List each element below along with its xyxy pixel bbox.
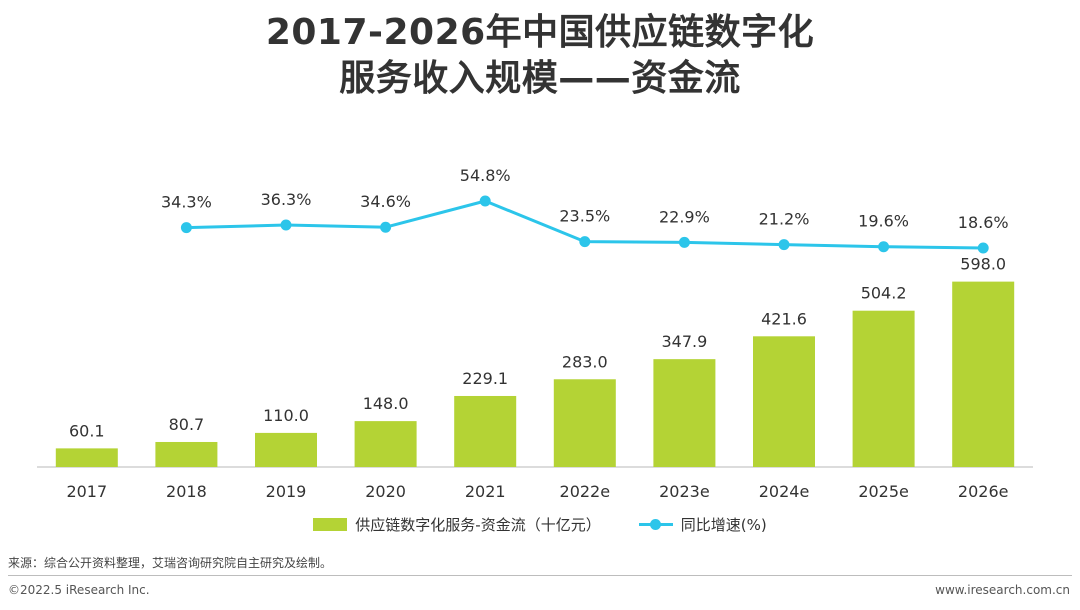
bar-2021 <box>454 395 517 467</box>
x-tick-label-2018: 2018 <box>166 482 207 501</box>
chart-title: 2017-2026年中国供应链数字化 服务收入规模——资金流 <box>0 10 1080 102</box>
bar-2024e <box>753 336 815 467</box>
growth-point-2022e <box>579 236 591 248</box>
growth-label-2022e: 23.5% <box>559 207 610 226</box>
bar-value-label-2021: 229.1 <box>462 369 508 388</box>
legend-line-swatch <box>638 518 673 531</box>
copyright-text: ©2022.5 iResearch Inc. <box>8 583 150 597</box>
x-tick-label-2022e: 2022e <box>560 482 611 501</box>
bar-value-label-2020: 148.0 <box>363 394 409 413</box>
chart-legend: 供应链数字化服务-资金流（十亿元） 同比增速(%) <box>0 514 1080 535</box>
x-tick-label-2019: 2019 <box>266 482 307 501</box>
bar-value-label-2018: 80.7 <box>169 415 205 434</box>
x-tick-label-2025e: 2025e <box>858 482 909 501</box>
bar-2017 <box>55 448 118 467</box>
source-note: 来源：综合公开资料整理，艾瑞咨询研究院自主研究及绘制。 <box>8 556 333 570</box>
legend-bar-swatch <box>313 518 348 531</box>
website-link[interactable]: www.iresearch.com.cn <box>935 583 1070 597</box>
bar-2019 <box>255 432 317 467</box>
growth-label-2019: 36.3% <box>261 190 312 209</box>
x-tick-label-2026e: 2026e <box>958 482 1009 501</box>
revenue-growth-chart: 60.1 2017 80.7 2018 110.0 2019 148.0 2020 229.1 2… <box>37 166 1033 501</box>
growth-label-2026e: 18.6% <box>958 213 1009 232</box>
growth-point-2021 <box>479 195 491 207</box>
bar-value-label-2019: 110.0 <box>263 406 309 425</box>
legend-item-growth: 同比增速(%) <box>638 514 767 535</box>
bar-value-label-2024e: 421.6 <box>761 309 807 328</box>
growth-point-2020 <box>380 221 392 233</box>
bar-2023e <box>653 359 716 467</box>
x-tick-label-2021: 2021 <box>465 482 506 501</box>
footer-divider <box>8 575 1072 576</box>
growth-label-2024e: 21.2% <box>759 210 810 229</box>
x-tick-label-2023e: 2023e <box>659 482 710 501</box>
growth-point-2023e <box>678 236 690 248</box>
bar-2022e <box>553 379 616 467</box>
x-tick-label-2024e: 2024e <box>759 482 810 501</box>
bar-value-label-2025e: 504.2 <box>861 284 907 303</box>
bar-2018 <box>155 441 218 467</box>
bar-2025e <box>852 310 915 467</box>
x-tick-label-2020: 2020 <box>365 482 406 501</box>
growth-point-2025e <box>878 241 890 253</box>
growth-point-2019 <box>280 219 292 231</box>
growth-point-2026e <box>977 242 989 254</box>
growth-label-2020: 34.6% <box>360 192 411 211</box>
bar-2020 <box>354 421 417 467</box>
bar-value-label-2023e: 347.9 <box>661 332 707 351</box>
x-tick-label-2017: 2017 <box>66 482 107 501</box>
bar-value-label-2026e: 598.0 <box>960 255 1006 274</box>
bar-value-label-2017: 60.1 <box>69 421 105 440</box>
chart-title-line2: 服务收入规模——资金流 <box>339 58 741 99</box>
growth-point-2018 <box>180 222 192 234</box>
bar-2026e <box>952 281 1015 467</box>
growth-point-2024e <box>778 239 790 251</box>
growth-label-2023e: 22.9% <box>659 207 710 226</box>
growth-label-2021: 54.8% <box>460 166 511 185</box>
legend-label-revenue: 供应链数字化服务-资金流（十亿元） <box>355 516 601 534</box>
legend-label-growth: 同比增速(%) <box>680 516 767 534</box>
growth-label-2025e: 19.6% <box>858 212 909 231</box>
growth-label-2018: 34.3% <box>161 193 212 212</box>
legend-item-revenue: 供应链数字化服务-资金流（十亿元） <box>313 514 601 535</box>
chart-title-line1: 2017-2026年中国供应链数字化 <box>265 12 815 53</box>
bar-value-label-2022e: 283.0 <box>562 352 608 371</box>
